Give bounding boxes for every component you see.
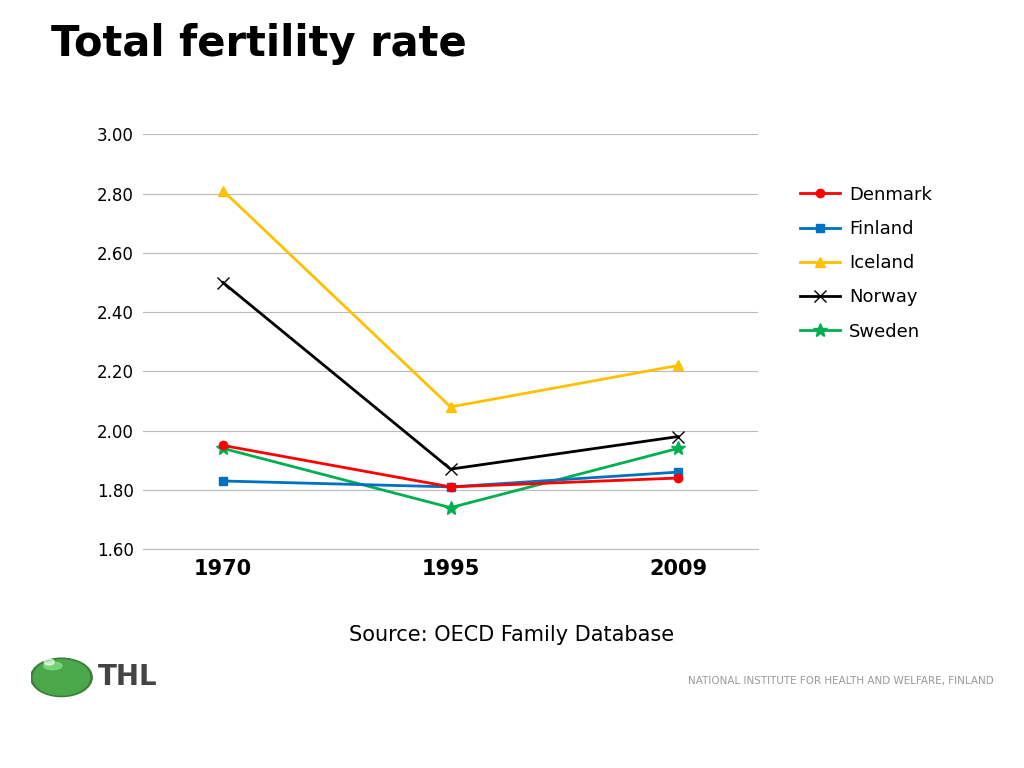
- Finland: [672, 468, 684, 477]
- Text: 14/09/2024: 14/09/2024: [20, 740, 99, 752]
- Line: Finland: Finland: [219, 468, 682, 491]
- Iceland: [444, 402, 457, 412]
- Norway: [217, 278, 229, 287]
- Text: 3: 3: [995, 740, 1004, 752]
- Line: Denmark: Denmark: [219, 442, 682, 491]
- Ellipse shape: [44, 662, 62, 670]
- Line: Sweden: Sweden: [216, 442, 685, 515]
- Denmark: [444, 482, 457, 492]
- Sweden: [217, 444, 229, 453]
- Circle shape: [31, 658, 92, 697]
- Text: Total fertility rate: Total fertility rate: [51, 23, 467, 65]
- Norway: [444, 465, 457, 474]
- Iceland: [672, 361, 684, 370]
- Finland: [444, 482, 457, 492]
- Line: Iceland: Iceland: [218, 186, 683, 412]
- Sweden: [672, 444, 684, 453]
- Line: Norway: Norway: [217, 277, 684, 475]
- Sweden: [444, 503, 457, 512]
- Denmark: [217, 441, 229, 450]
- Text: THL: THL: [98, 664, 158, 691]
- Iceland: [217, 186, 229, 195]
- Circle shape: [44, 659, 54, 665]
- Denmark: [672, 473, 684, 482]
- Legend: Denmark, Finland, Iceland, Norway, Sweden: Denmark, Finland, Iceland, Norway, Swede…: [792, 177, 941, 349]
- Finland: [217, 476, 229, 485]
- Circle shape: [33, 660, 90, 695]
- Norway: [672, 432, 684, 441]
- Text: Source: OECD Family Database: Source: OECD Family Database: [349, 625, 675, 645]
- Text: NATIONAL INSTITUTE FOR HEALTH AND WELFARE, FINLAND: NATIONAL INSTITUTE FOR HEALTH AND WELFAR…: [687, 676, 993, 687]
